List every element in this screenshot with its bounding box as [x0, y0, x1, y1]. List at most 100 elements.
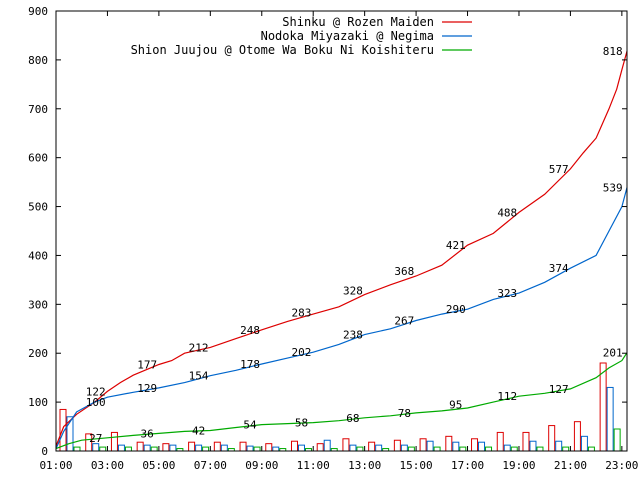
- y-tick-label: 300: [28, 298, 48, 311]
- bar-red: [419, 438, 427, 452]
- data-label: 267: [394, 314, 414, 327]
- bar-blue: [246, 445, 254, 452]
- bar-blue: [375, 444, 383, 452]
- bar-blue: [272, 446, 280, 452]
- bar-red: [213, 441, 221, 452]
- bar-red: [265, 443, 273, 452]
- bar-green: [536, 446, 544, 452]
- bar-blue: [555, 440, 563, 452]
- bar-blue: [400, 444, 408, 452]
- bar-green: [356, 446, 364, 452]
- legend-label: Shinku @ Rozen Maiden: [282, 15, 434, 29]
- x-tick-label: 01:00: [39, 459, 72, 472]
- x-axis: 01:00 03:00 05:00 07:00 09:00 11:00 13:00 15:00…: [39, 11, 638, 472]
- x-tick-label: 23:00: [605, 459, 638, 472]
- bar-green: [485, 446, 493, 452]
- data-label: 323: [497, 287, 517, 300]
- data-label: 122: [86, 385, 106, 398]
- data-label: 177: [137, 358, 157, 371]
- data-label: 539: [603, 181, 623, 194]
- bar-red: [162, 443, 170, 452]
- x-tick-label: 09:00: [245, 459, 278, 472]
- bar-red: [599, 362, 607, 452]
- bar-green: [562, 446, 570, 452]
- data-label: 283: [292, 307, 312, 320]
- bar-green: [459, 446, 467, 452]
- legend-label: Shion Juujou @ Otome Wa Boku Ni Koishite…: [131, 43, 434, 57]
- data-label: 58: [295, 417, 308, 430]
- bar-red: [393, 439, 401, 452]
- data-label: 78: [398, 407, 411, 420]
- bar-green: [150, 446, 158, 452]
- series-line-0: [55, 50, 628, 447]
- x-tick-label: 15:00: [400, 459, 433, 472]
- data-label: 42: [192, 424, 205, 437]
- bar-blue: [349, 444, 357, 452]
- series-line-1: [55, 187, 628, 449]
- bar-red: [342, 438, 350, 452]
- data-label: 368: [394, 265, 414, 278]
- bar-blue: [143, 444, 151, 452]
- bar-green: [587, 446, 595, 452]
- data-label: 127: [549, 383, 569, 396]
- data-label: 818: [603, 45, 623, 58]
- data-label: 201: [603, 347, 623, 360]
- y-tick-label: 800: [28, 54, 48, 67]
- bar-red: [188, 441, 196, 452]
- bar-blue: [503, 444, 511, 452]
- bar-blue: [452, 441, 460, 452]
- x-tick-label: 11:00: [297, 459, 330, 472]
- x-tick-label: 17:00: [451, 459, 484, 472]
- bar-red: [239, 441, 247, 452]
- x-tick-label: 03:00: [91, 459, 124, 472]
- bar-blue: [297, 444, 305, 452]
- bar-blue: [478, 441, 486, 452]
- bar-blue: [426, 440, 434, 452]
- data-label: 374: [549, 262, 569, 275]
- bar-blue: [117, 444, 125, 452]
- bar-red: [522, 431, 530, 452]
- data-label: 248: [240, 324, 260, 337]
- x-tick-label: 19:00: [502, 459, 535, 472]
- data-label: 212: [189, 341, 209, 354]
- bar-blue: [323, 439, 331, 452]
- y-axis: 0 100 200 300 400 500 600 700 800 900: [28, 5, 627, 458]
- bar-red: [573, 421, 581, 452]
- y-tick-label: 100: [28, 396, 48, 409]
- lines-layer: [55, 50, 628, 450]
- data-label: 54: [243, 419, 257, 432]
- data-label: 421: [446, 239, 466, 252]
- data-labels-layer: 122 177 212 248 283 328 368 421 488 577 818 100 129 1…: [86, 45, 623, 445]
- data-label: 328: [343, 285, 363, 298]
- x-tick-label: 21:00: [554, 459, 587, 472]
- y-tick-label: 0: [41, 445, 48, 458]
- data-label: 202: [292, 346, 312, 359]
- y-tick-label: 900: [28, 5, 48, 18]
- plot-frame: [55, 10, 628, 452]
- bar-green: [433, 446, 441, 452]
- bar-green: [99, 446, 107, 452]
- x-tick-label: 07:00: [194, 459, 227, 472]
- y-tick-label: 200: [28, 347, 48, 360]
- bar-blue: [529, 440, 537, 452]
- data-label: 290: [446, 303, 466, 316]
- bar-green: [613, 428, 621, 452]
- data-label: 100: [86, 396, 106, 409]
- data-label: 36: [141, 427, 154, 440]
- data-label: 129: [137, 382, 157, 395]
- bar-red: [471, 438, 479, 452]
- data-label: 112: [497, 390, 517, 403]
- bar-red: [316, 443, 324, 452]
- x-tick-label: 13:00: [348, 459, 381, 472]
- bar-red: [110, 431, 118, 452]
- data-label: 488: [497, 206, 517, 219]
- bar-green: [73, 446, 81, 452]
- data-label: 178: [240, 358, 260, 371]
- data-label: 95: [449, 399, 462, 412]
- x-tick-label: 05:00: [142, 459, 175, 472]
- bar-green: [510, 446, 518, 452]
- y-tick-label: 400: [28, 249, 48, 262]
- data-label: 577: [549, 163, 569, 176]
